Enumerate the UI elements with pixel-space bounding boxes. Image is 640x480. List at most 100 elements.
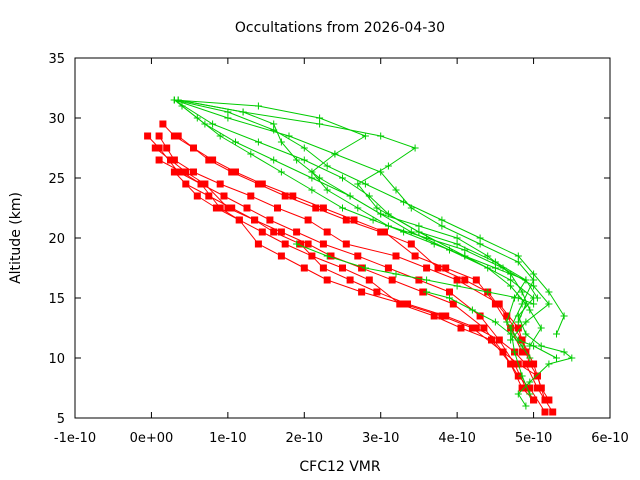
data-point xyxy=(170,132,178,140)
data-point xyxy=(209,156,217,164)
data-point xyxy=(415,276,423,284)
data-point xyxy=(327,252,335,260)
data-point xyxy=(254,138,262,146)
data-point xyxy=(461,276,469,284)
x-tick-label: 5e-10 xyxy=(515,431,553,446)
data-point xyxy=(216,204,224,212)
data-point xyxy=(365,276,373,284)
data-point xyxy=(476,312,484,320)
y-tick-label: 30 xyxy=(48,112,65,127)
data-point xyxy=(449,300,457,308)
data-point xyxy=(495,336,503,344)
data-point xyxy=(480,324,488,332)
x-tick-label: 0e+00 xyxy=(130,431,174,446)
data-point xyxy=(438,312,446,320)
data-point xyxy=(522,318,530,326)
data-point xyxy=(201,180,209,188)
data-point xyxy=(384,162,392,170)
data-point xyxy=(507,276,515,284)
data-point xyxy=(224,204,232,212)
data-point xyxy=(438,216,446,224)
data-point xyxy=(453,234,461,242)
data-point xyxy=(514,324,522,332)
data-point xyxy=(495,300,503,308)
data-point xyxy=(476,234,484,242)
data-point xyxy=(319,240,327,248)
data-point xyxy=(216,180,224,188)
data-point xyxy=(319,264,327,272)
data-point xyxy=(170,156,178,164)
data-point xyxy=(300,264,308,272)
data-point xyxy=(331,150,339,158)
data-point xyxy=(285,132,293,140)
series-line xyxy=(174,171,546,401)
tick-layer: -1e-10 0e+00 1e-10 2e-10 3e-10 4e-10 5e-10 6e-1… xyxy=(48,52,628,446)
x-tick-label: 2e-10 xyxy=(286,431,324,446)
data-point xyxy=(155,156,163,164)
data-point xyxy=(274,204,281,212)
data-point xyxy=(319,204,327,212)
data-point xyxy=(308,186,316,194)
data-point xyxy=(468,306,476,314)
data-point xyxy=(304,240,312,248)
y-tick-label: 10 xyxy=(48,352,65,367)
series-16 xyxy=(170,96,541,302)
data-point xyxy=(377,228,385,236)
data-point xyxy=(507,282,515,290)
data-point xyxy=(514,390,522,398)
data-point xyxy=(297,240,304,248)
data-point xyxy=(323,252,331,260)
data-point xyxy=(507,360,515,368)
data-point xyxy=(323,162,331,170)
data-point xyxy=(442,264,450,272)
series-8 xyxy=(174,132,526,356)
data-point xyxy=(258,228,266,236)
data-point xyxy=(323,276,331,284)
data-point xyxy=(377,168,385,176)
data-point xyxy=(174,168,182,176)
data-point xyxy=(342,240,350,248)
data-point xyxy=(235,216,243,224)
y-axis-label: Altitude (km) xyxy=(8,192,24,284)
data-point xyxy=(289,192,297,200)
data-point xyxy=(281,192,289,200)
data-point xyxy=(537,342,545,350)
data-point xyxy=(518,348,526,356)
data-point xyxy=(193,192,201,200)
data-point xyxy=(533,294,541,302)
data-point xyxy=(423,264,431,272)
series-line xyxy=(174,99,538,299)
data-point xyxy=(354,252,362,260)
data-point xyxy=(277,168,285,176)
data-point xyxy=(270,120,278,128)
data-point xyxy=(392,252,400,260)
data-point xyxy=(247,150,255,158)
x-tick-label: 6e-10 xyxy=(591,431,629,446)
x-axis-label: CFC12 VMR xyxy=(299,459,381,475)
data-point xyxy=(167,156,174,164)
data-point xyxy=(518,372,526,380)
data-point xyxy=(392,186,400,194)
data-point xyxy=(346,192,354,200)
data-point xyxy=(277,252,285,260)
data-point xyxy=(545,288,553,296)
data-point xyxy=(514,258,522,266)
data-point xyxy=(518,384,526,392)
data-point xyxy=(384,264,392,272)
y-tick-label: 20 xyxy=(48,232,65,247)
data-point xyxy=(182,168,190,176)
data-point xyxy=(209,120,217,128)
series-line xyxy=(177,135,523,353)
data-point xyxy=(339,264,346,272)
data-point xyxy=(258,180,266,188)
data-layer xyxy=(144,96,576,416)
data-point xyxy=(170,96,178,104)
series-11 xyxy=(170,96,560,362)
data-point xyxy=(468,324,476,332)
data-point xyxy=(293,240,301,248)
data-point xyxy=(461,246,469,254)
y-tick-label: 35 xyxy=(48,52,65,67)
data-point xyxy=(522,402,530,410)
data-point xyxy=(361,132,369,140)
data-point xyxy=(446,294,453,302)
